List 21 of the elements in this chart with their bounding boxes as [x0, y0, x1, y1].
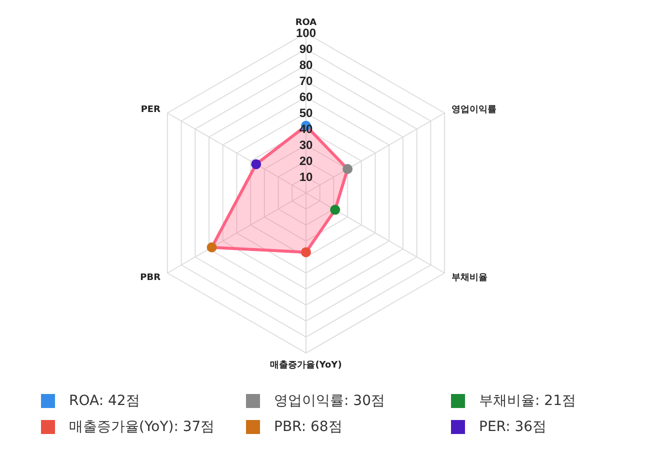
spoke-label: 매출증가율(YoY)	[270, 359, 342, 370]
y-tick-label: 90	[299, 42, 313, 56]
legend-label: PER: 36점	[479, 418, 547, 436]
y-tick-label: 80	[299, 58, 313, 72]
spoke-label: ROA	[295, 18, 317, 28]
y-tick-label: 60	[299, 90, 313, 104]
spoke-label: PER	[140, 105, 161, 116]
legend-label: 매출증가율(YoY): 37점	[69, 418, 215, 436]
spoke-label: 부채비율	[451, 273, 488, 284]
y-tick-label: 100	[296, 26, 316, 40]
legend-label: PBR: 68점	[274, 418, 342, 436]
spoke-label: PBR	[140, 273, 161, 284]
legend-label: 영업이익률: 30점	[274, 392, 385, 410]
y-tick-label: 10	[299, 170, 313, 184]
y-tick-label: 50	[299, 106, 313, 120]
y-tick-label: 30	[299, 138, 313, 152]
legend-label: ROA: 42점	[69, 392, 140, 410]
y-tick-label: 70	[299, 74, 313, 88]
spoke-label: 영업이익률	[451, 105, 496, 116]
y-tick-label: 20	[299, 154, 313, 168]
legend-label: 부채비율: 21점	[479, 392, 576, 410]
